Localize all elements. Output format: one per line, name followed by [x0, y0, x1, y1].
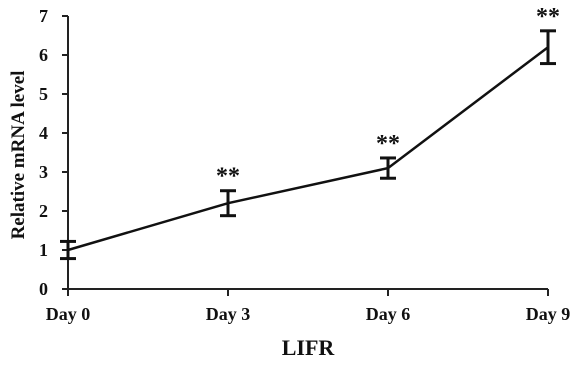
error-bar [540, 29, 556, 66]
y-tick-label: 0 [39, 279, 48, 299]
significance-label: ** [376, 131, 400, 157]
y-axis-title: Relative mRNA level [8, 71, 29, 240]
x-axis-title: LIFR [282, 335, 336, 360]
x-tick-label: Day 9 [526, 304, 571, 324]
x-axis: Day 0 Day 3 Day 6 Day 9 [46, 288, 571, 324]
y-tick-label: 6 [39, 45, 48, 65]
y-tick-label: 4 [39, 123, 48, 143]
y-tick-label: 5 [39, 84, 48, 104]
y-tick-label: 3 [39, 162, 48, 182]
y-axis: 0 1 2 3 4 5 6 7 [39, 6, 69, 299]
x-tick-label: Day 6 [366, 304, 411, 324]
y-tick-label: 2 [39, 201, 48, 221]
significance-label: ** [536, 4, 560, 30]
y-tick-label: 7 [39, 6, 48, 26]
series-line [67, 46, 549, 252]
y-tick-label: 1 [39, 240, 48, 260]
series-layer: ** ** ** [60, 4, 560, 261]
error-bar [60, 239, 76, 261]
x-tick-label: Day 0 [46, 304, 91, 324]
x-tick-label: Day 3 [206, 304, 251, 324]
y-ticks: 0 1 2 3 4 5 6 7 [39, 6, 68, 299]
error-bar [380, 156, 396, 180]
significance-label: ** [216, 164, 240, 190]
x-ticks: Day 0 Day 3 Day 6 Day 9 [46, 289, 571, 324]
error-bar [220, 189, 236, 218]
